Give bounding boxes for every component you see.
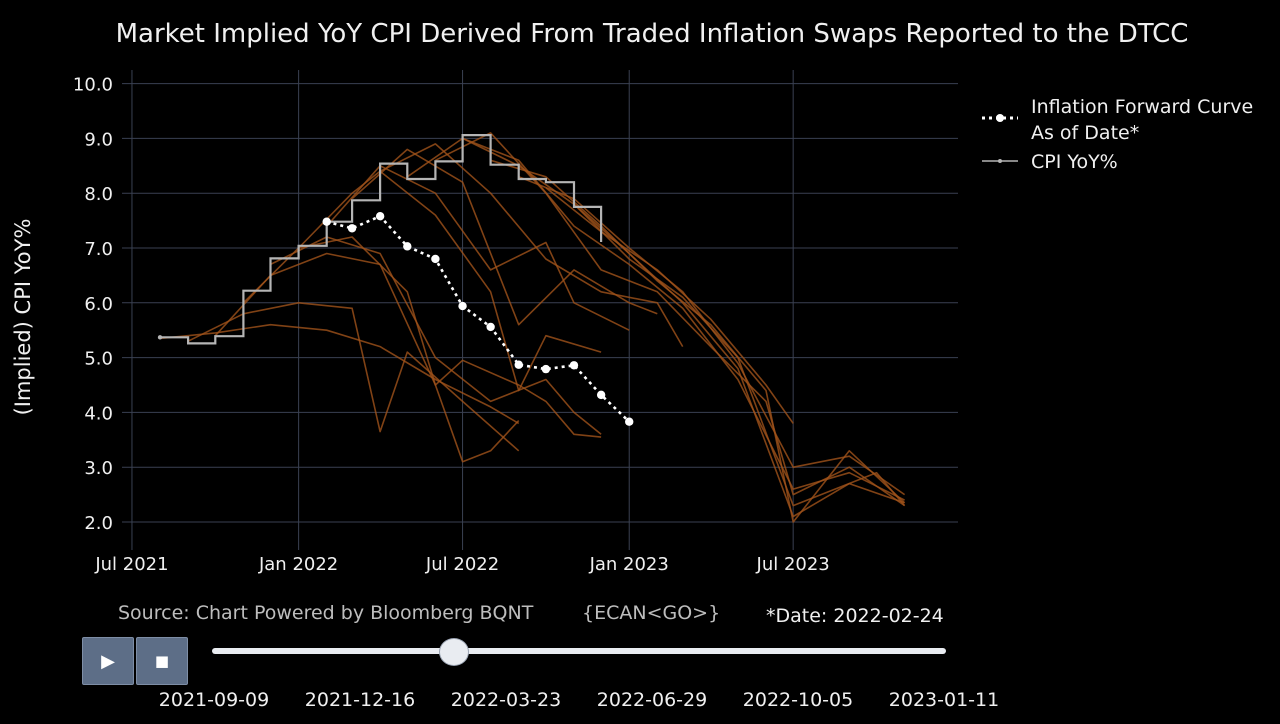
history-curve [242, 236, 602, 438]
forward-curve-point [375, 212, 385, 221]
stop-button[interactable]: ■ [136, 637, 188, 685]
history-curve [490, 159, 906, 523]
forward-series [322, 212, 634, 426]
forward-curve-point [596, 390, 606, 400]
x-tick-label: Jul 2021 [94, 554, 168, 575]
legend-label-cpi: CPI YoY% [1031, 151, 1118, 173]
y-tick-label: 4.0 [84, 403, 113, 424]
y-tick-label: 7.0 [84, 239, 113, 260]
x-tick-label: Jul 2022 [425, 554, 499, 575]
history-curve [159, 323, 520, 425]
slider-label: 2022-10-05 [742, 689, 854, 711]
cpi-point [157, 335, 163, 340]
y-tick-label: 5.0 [84, 349, 113, 370]
y-tick-label: 3.0 [84, 458, 113, 479]
forward-curve-point [514, 360, 523, 369]
x-tick-label: Jan 2022 [258, 554, 338, 575]
slider-label: 2021-09-09 [158, 689, 270, 711]
forward-curve-point [486, 322, 495, 332]
ecan-note: {ECAN<GO>} [582, 602, 721, 624]
x-tick-label: Jul 2023 [756, 554, 830, 575]
legend-item-cpi[interactable]: CPI YoY% [982, 151, 1118, 173]
legend-label-forward-line2: As of Date* [1031, 122, 1139, 144]
history-curve [573, 203, 906, 507]
cpi-series [157, 134, 603, 345]
slider-label: 2021-12-16 [304, 689, 416, 711]
forward-curve-line [326, 214, 631, 423]
history-curve [270, 236, 602, 435]
history-curve [545, 187, 794, 424]
forward-curve-point [458, 301, 467, 311]
forward-curve-point [403, 242, 412, 251]
legend-label-forward-line1: Inflation Forward Curve [1031, 96, 1253, 118]
y-tick-labels: 2.0 3.0 4.0 5.0 6.0 7.0 8.0 9.0 10.0 [73, 75, 113, 534]
history-curve [351, 148, 658, 326]
y-axis-label: (Implied) CPI YoY% [11, 219, 35, 416]
y-tick-label: 10.0 [73, 75, 113, 96]
history-curve [214, 252, 520, 463]
slider-label: 2022-06-29 [596, 689, 708, 711]
source-note: Source: Chart Powered by Bloomberg BQNT [118, 602, 534, 624]
y-tick-label: 9.0 [84, 129, 113, 150]
slider-label: 2023-01-11 [888, 689, 1000, 711]
play-button[interactable]: ▶ [82, 637, 134, 685]
forward-curve-point [541, 364, 551, 374]
history-curve [298, 170, 602, 392]
y-tick-label: 2.0 [84, 513, 113, 534]
y-tick-label: 6.0 [84, 294, 113, 315]
forward-curve-point [569, 361, 579, 370]
date-slider-track[interactable] [212, 648, 946, 654]
stop-icon: ■ [154, 652, 170, 670]
history-curve [518, 176, 906, 496]
legend-item-forward[interactable]: Inflation Forward Curve As of Date* [982, 96, 1253, 144]
forward-curve-point [625, 417, 634, 426]
cpi-step-line [160, 134, 603, 345]
forward-curve-point [322, 217, 331, 226]
forward-curve-point [431, 254, 440, 264]
x-tick-label: Jan 2023 [589, 554, 669, 575]
history-curve [462, 137, 905, 518]
date-slider-handle[interactable] [439, 638, 469, 666]
forward-curve-point [347, 224, 357, 233]
x-tick-labels: Jul 2021 Jan 2022 Jul 2022 Jan 2023 Jul 2023 [94, 554, 829, 575]
date-note: *Date: 2022-02-24 [766, 605, 944, 627]
y-tick-label: 8.0 [84, 184, 113, 205]
chart: Market Implied YoY CPI Derived From Trad… [11, 19, 1253, 575]
slider-label: 2022-03-23 [450, 689, 562, 711]
history-curve [379, 143, 684, 348]
history-curve [435, 132, 906, 507]
play-icon: ▶ [101, 650, 115, 672]
chart-title: Market Implied YoY CPI Derived From Trad… [116, 19, 1189, 49]
legend[interactable]: Inflation Forward Curve As of Date* CPI … [982, 96, 1253, 173]
history-curve [187, 301, 520, 452]
